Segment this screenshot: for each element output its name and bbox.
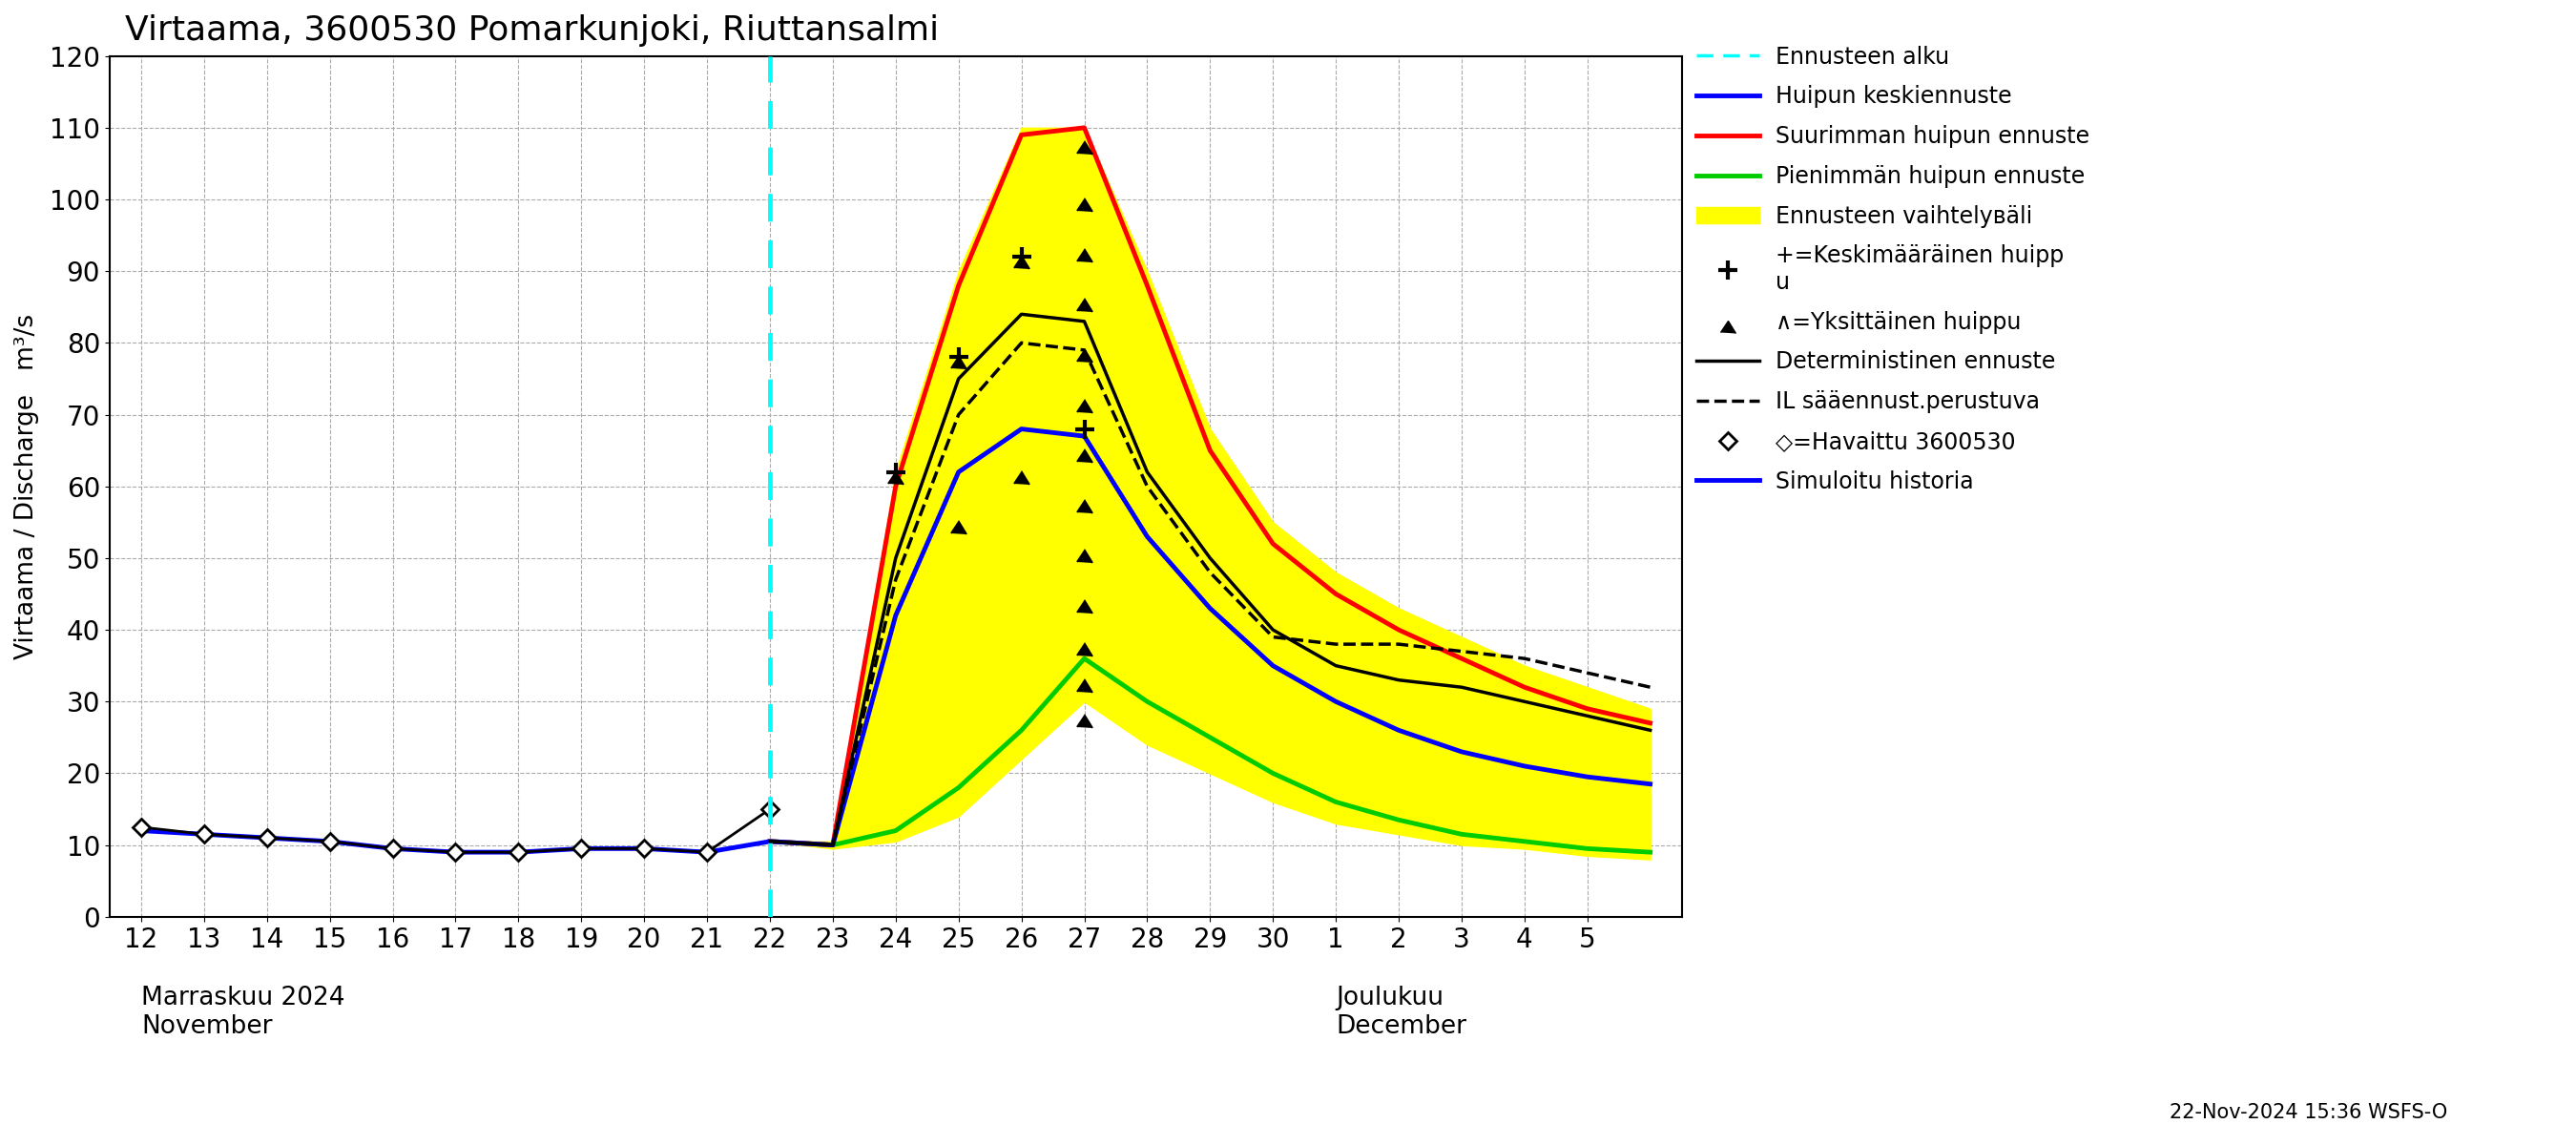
Text: Virtaama, 3600530 Pomarkunjoki, Riuttansalmi: Virtaama, 3600530 Pomarkunjoki, Riuttans…: [126, 14, 940, 47]
Legend: Ennusteen alku, Huipun keskiennuste, Suurimman huipun ennuste, Pienimmän huipun : Ennusteen alku, Huipun keskiennuste, Suu…: [1690, 39, 2097, 499]
Text: Joulukuu
December: Joulukuu December: [1337, 986, 1466, 1040]
Text: Marraskuu 2024
November: Marraskuu 2024 November: [142, 986, 345, 1040]
Y-axis label: Virtaama / Discharge   m³/s: Virtaama / Discharge m³/s: [15, 314, 39, 660]
Text: 22-Nov-2024 15:36 WSFS-O: 22-Nov-2024 15:36 WSFS-O: [2169, 1103, 2447, 1122]
